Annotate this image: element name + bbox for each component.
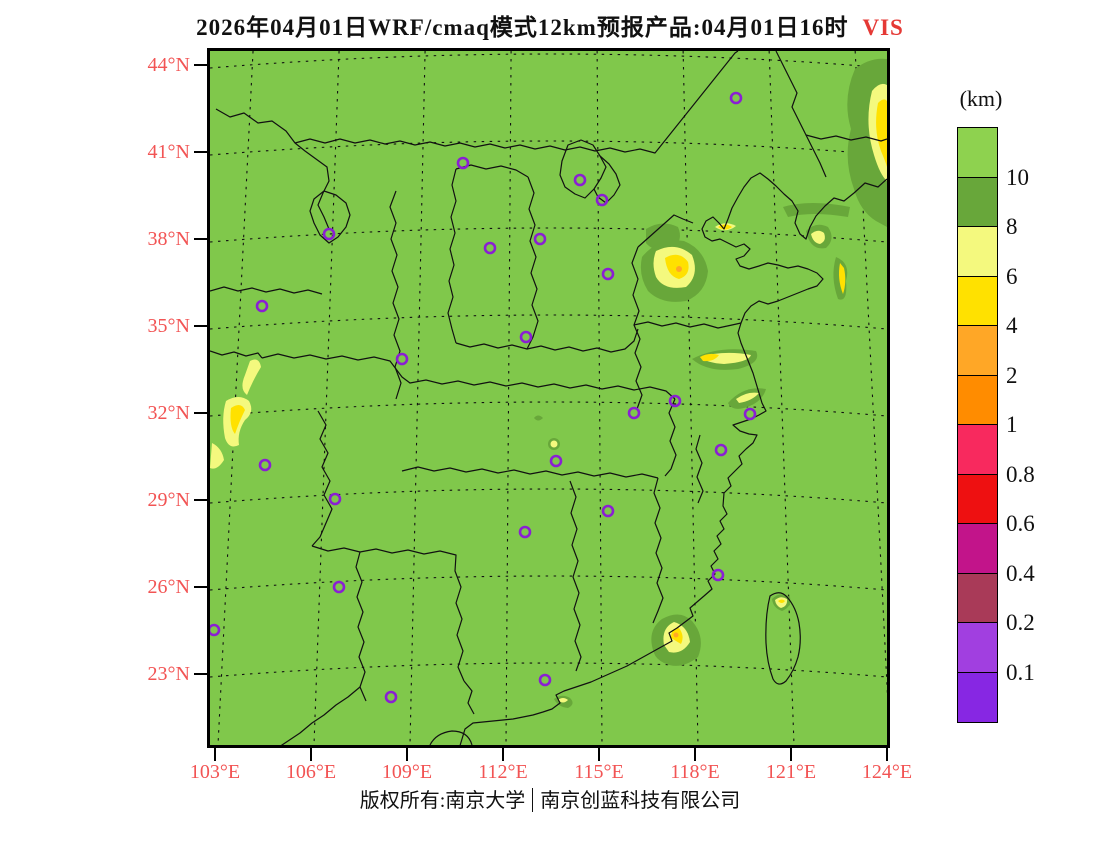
legend-color-block	[958, 227, 997, 277]
copyright-footer: 版权所有:南京大学 南京创蓝科技有限公司	[0, 784, 1100, 813]
lat-tick-label: 29°N	[147, 489, 190, 511]
lat-tick-label: 44°N	[147, 54, 190, 76]
map-svg	[210, 51, 887, 745]
legend-value-label: 6	[1006, 263, 1018, 289]
lon-tick-label: 109°E	[381, 761, 433, 783]
lat-tick-mark	[194, 64, 207, 66]
title-variable-tag: VIS	[862, 15, 904, 40]
lon-tick-label: 115°E	[574, 761, 624, 783]
legend-color-block	[958, 474, 997, 524]
legend-value-label: 8	[1006, 214, 1018, 239]
lat-tick-label: 35°N	[147, 315, 190, 337]
lat-tick-label: 26°N	[147, 576, 190, 598]
lon-tick-mark	[598, 748, 600, 761]
legend-color-block	[958, 326, 997, 376]
legend-colorbar	[957, 127, 998, 723]
lon-tick-label: 121°E	[765, 761, 817, 783]
legend-value-label: 0.4	[1006, 560, 1035, 586]
legend-value-label: 10	[1006, 164, 1029, 190]
page-title: 2026年04月01日WRF/cmaq模式12km预报产品:04月01日16时 V…	[0, 8, 1100, 42]
lon-tick-label: 124°E	[861, 761, 913, 783]
legend-color-block	[958, 623, 997, 673]
lon-tick-mark	[790, 748, 792, 761]
legend-value-label: 0.2	[1006, 610, 1035, 635]
legend-value-label: 1	[1006, 412, 1018, 437]
lat-tick-mark	[194, 586, 207, 588]
copyright-company: 南京创蓝科技有限公司	[540, 790, 741, 812]
lon-tick-label: 118°E	[670, 761, 720, 783]
map-frame	[207, 48, 890, 748]
lon-tick-mark	[886, 748, 888, 761]
legend-color-block	[958, 573, 997, 623]
legend-color-block	[958, 375, 997, 425]
footer-divider-bar	[532, 788, 534, 812]
lat-tick-label: 32°N	[147, 402, 190, 424]
legend-value-label: 0.1	[1006, 659, 1035, 685]
lat-tick-mark	[194, 238, 207, 240]
legend-color-block	[958, 177, 997, 227]
lat-tick-mark	[194, 151, 207, 153]
lon-tick-mark	[310, 748, 312, 761]
lon-tick-label: 112°E	[478, 761, 528, 783]
lat-tick-label: 41°N	[147, 141, 190, 163]
lon-tick-label: 103°E	[189, 761, 241, 783]
lat-tick-mark	[194, 325, 207, 327]
legend-color-block	[958, 425, 997, 475]
legend-value-label: 2	[1006, 362, 1018, 388]
legend-title: (km)	[959, 86, 1003, 111]
legend-color-block	[958, 524, 997, 574]
lat-tick-mark	[194, 673, 207, 675]
lat-tick-mark	[194, 412, 207, 414]
legend-color-block	[958, 128, 997, 178]
title-main: 2026年04月01日WRF/cmaq模式12km预报产品:04月01日16时	[196, 15, 849, 40]
lon-tick-mark	[214, 748, 216, 761]
legend-color-block	[958, 672, 997, 722]
legend-value-label: 4	[1006, 313, 1018, 338]
legend-value-label: 0.8	[1006, 461, 1035, 487]
legend-value-label: 0.6	[1006, 511, 1035, 536]
lat-tick-label: 23°N	[147, 663, 190, 685]
lon-tick-mark	[694, 748, 696, 761]
lon-tick-mark	[406, 748, 408, 761]
lat-tick-label: 38°N	[147, 228, 190, 250]
lat-tick-mark	[194, 499, 207, 501]
copyright-owner: 版权所有:南京大学	[359, 790, 526, 812]
legend-color-block	[958, 276, 997, 326]
lon-tick-label: 106°E	[285, 761, 337, 783]
lon-tick-mark	[502, 748, 504, 761]
